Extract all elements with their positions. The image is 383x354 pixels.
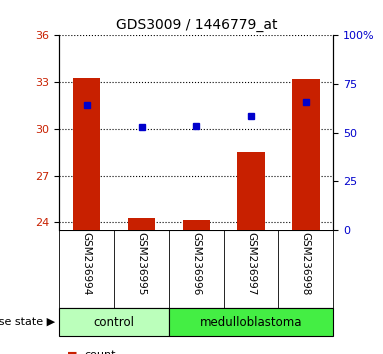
Bar — [237, 152, 265, 230]
Text: GSM236995: GSM236995 — [136, 232, 147, 295]
Text: GSM236994: GSM236994 — [82, 232, 92, 295]
Text: disease state ▶: disease state ▶ — [0, 317, 56, 327]
Bar — [292, 79, 319, 230]
Bar — [128, 218, 155, 230]
Bar — [59, 308, 169, 336]
Text: medulloblastoma: medulloblastoma — [200, 316, 302, 329]
Bar — [73, 78, 100, 230]
Text: GSM236996: GSM236996 — [191, 232, 201, 295]
Bar — [169, 308, 333, 336]
Title: GDS3009 / 1446779_at: GDS3009 / 1446779_at — [116, 18, 277, 32]
Text: GSM236997: GSM236997 — [246, 232, 256, 295]
Text: control: control — [93, 316, 135, 329]
Text: count: count — [84, 350, 116, 354]
Text: GSM236998: GSM236998 — [301, 232, 311, 295]
Bar — [183, 220, 210, 230]
Text: ■: ■ — [67, 350, 77, 354]
